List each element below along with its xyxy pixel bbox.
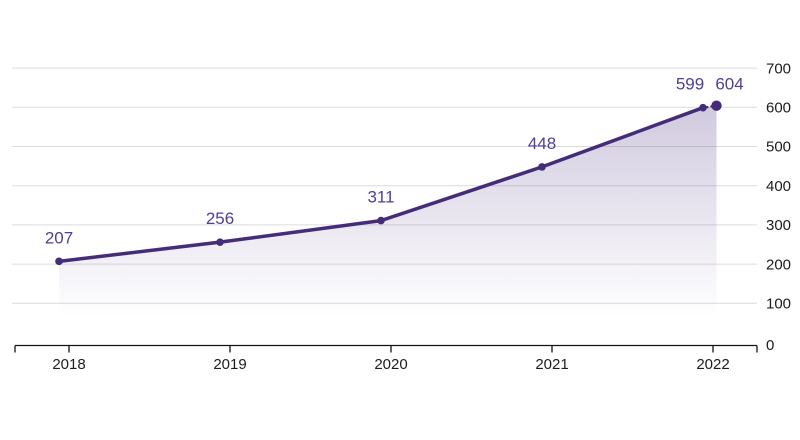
value-label-2019: 256 xyxy=(206,209,234,228)
data-point-2022[interactable] xyxy=(699,103,707,112)
value-label-2018: 207 xyxy=(45,228,73,247)
value-label-2020: 311 xyxy=(367,188,394,207)
value-label-end: 604 xyxy=(715,75,743,94)
y-tick-label-400: 400 xyxy=(766,178,791,195)
data-points xyxy=(55,100,722,266)
data-point-2019[interactable] xyxy=(216,238,224,246)
x-axis xyxy=(14,344,758,353)
y-tick-label-700: 700 xyxy=(766,60,791,77)
x-axis-labels: 2018 2019 2020 2021 2022 xyxy=(52,356,729,373)
x-tick-label-2019[interactable]: 2019 xyxy=(213,356,246,373)
x-tick-label-2020[interactable]: 2020 xyxy=(374,356,407,373)
value-label-2021: 448 xyxy=(528,134,556,153)
y-tick-label-0: 0 xyxy=(766,337,774,354)
x-tick-label-2022[interactable]: 2022 xyxy=(696,356,729,373)
x-tick-label-2021[interactable]: 2021 xyxy=(535,356,568,373)
y-tick-label-300: 300 xyxy=(766,217,791,234)
value-labels: 207 256 311 448 599 604 xyxy=(45,75,744,248)
y-tick-label-500: 500 xyxy=(766,139,791,156)
y-tick-label-100: 100 xyxy=(766,296,791,313)
y-tick-label-200: 200 xyxy=(766,256,791,273)
y-axis-labels: 0 100 200 300 400 500 600 700 xyxy=(766,60,791,354)
y-tick-label-600: 600 xyxy=(766,100,791,117)
data-point-2018[interactable] xyxy=(55,257,63,266)
data-point-end[interactable] xyxy=(711,100,722,111)
data-point-2020[interactable] xyxy=(377,216,385,225)
value-label-2022: 599 xyxy=(676,75,704,94)
area-fill xyxy=(59,105,717,343)
data-point-2021[interactable] xyxy=(538,163,546,171)
x-tick-label-2018[interactable]: 2018 xyxy=(52,356,85,373)
